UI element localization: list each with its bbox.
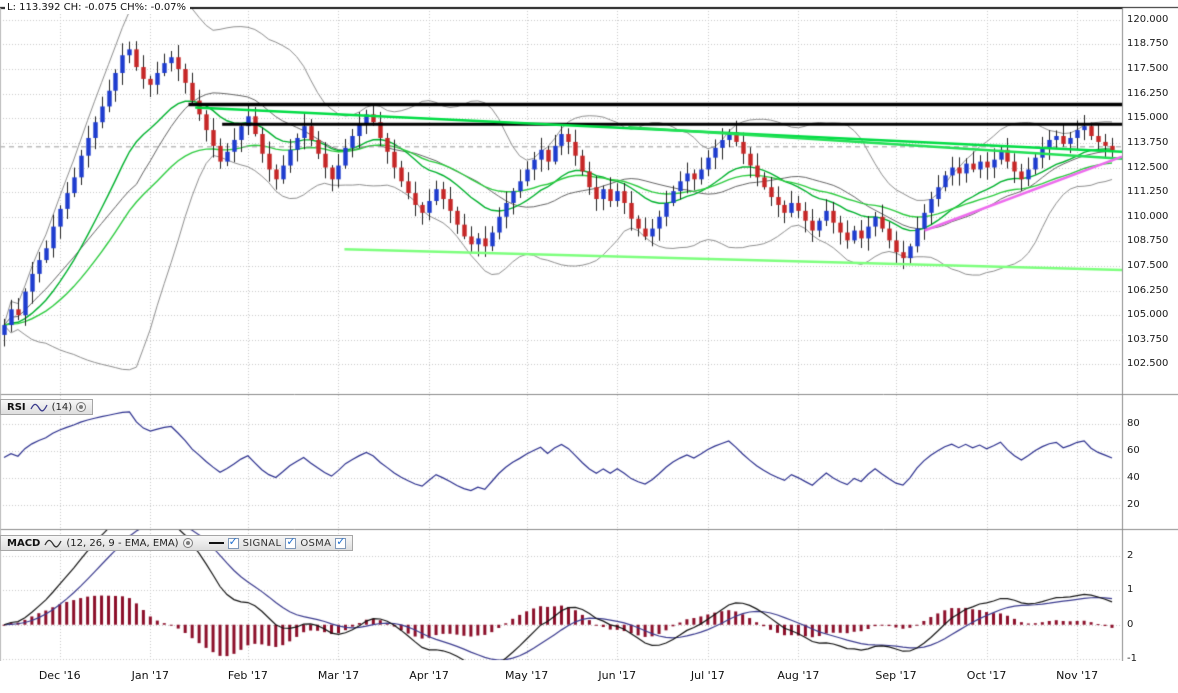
price-axis-tick: 106.250 (1127, 284, 1169, 296)
time-axis-label: Sep '17 (875, 669, 917, 682)
rsi-settings-icon[interactable] (76, 402, 87, 412)
macd-axis-tick: -1 (1127, 653, 1137, 665)
time-axis-label: Mar '17 (317, 669, 360, 682)
time-axis-label: Jun '17 (598, 669, 637, 682)
price-axis-tick: 111.250 (1127, 186, 1169, 198)
price-axis-tick: 116.250 (1127, 87, 1169, 99)
check-icon: ✓ (286, 534, 296, 548)
time-axis-label: Dec '16 (38, 669, 81, 682)
osma-label: OSMA (300, 537, 332, 549)
price-axis-tick: 113.750 (1127, 136, 1169, 148)
price-axis-tick: 107.500 (1127, 259, 1169, 271)
macd-legend: MACD (12, 26, 9 - EMA, EMA) ✓ SIGNAL ✓ O… (0, 534, 354, 551)
time-axis-label: Oct '17 (966, 669, 1007, 682)
macd-line-swatch-icon (44, 539, 62, 548)
time-axis-label: May '17 (505, 669, 549, 682)
price-axis-tick: 108.750 (1127, 235, 1169, 247)
macd-settings-icon[interactable] (182, 538, 193, 548)
macd-axis-tick: 2 (1127, 549, 1134, 561)
price-axis-tick: 120.000 (1127, 13, 1169, 25)
signal-label: SIGNAL (242, 537, 282, 549)
price-axis-tick: 118.750 (1127, 38, 1169, 50)
macd-axis-tick: 1 (1127, 584, 1134, 596)
time-axis-label: Aug '17 (777, 669, 820, 682)
check-icon: ✓ (228, 534, 238, 548)
macd-line-color-swatch (208, 542, 224, 544)
time-axis-label: Jan '17 (131, 669, 170, 682)
time-axis-label: Jul '17 (690, 669, 725, 682)
check-icon: ✓ (336, 534, 346, 548)
rsi-axis-tick: 20 (1127, 498, 1140, 510)
macd-line-checkbox[interactable]: ✓ (227, 534, 239, 549)
price-info-label: L: 113.392 CH: -0.075 CH%: -0.07% (5, 2, 191, 14)
time-axis[interactable]: Dec '16 Jan '17 Feb '17 Mar '17 Apr '17 May '… (0, 661, 1178, 693)
price-axis-tick: 112.500 (1127, 161, 1169, 173)
signal-checkbox[interactable]: ✓ (285, 534, 297, 549)
right-price-axis[interactable]: 120.000 118.750 117.500 116.250 115.000 113.7… (1122, 0, 1178, 665)
rsi-axis-tick: 80 (1127, 417, 1140, 429)
rsi-legend: RSI (14) (0, 399, 94, 415)
time-axis-label: Nov '17 (1056, 669, 1099, 682)
time-axis-label: Apr '17 (409, 669, 449, 682)
rsi-axis-tick: 40 (1127, 471, 1140, 483)
price-axis-tick: 103.750 (1127, 333, 1169, 345)
osma-checkbox[interactable]: ✓ (335, 534, 347, 549)
price-axis-tick: 105.000 (1127, 309, 1169, 321)
rsi-params: (14) (51, 401, 73, 413)
rsi-line-swatch-icon (30, 403, 48, 412)
price-axis-tick: 110.000 (1127, 210, 1169, 222)
rsi-axis-tick: 60 (1127, 444, 1140, 456)
macd-axis-tick: 0 (1127, 618, 1134, 630)
price-axis-tick: 115.000 (1127, 112, 1169, 124)
price-axis-tick: 102.500 (1127, 358, 1169, 370)
macd-title: MACD (7, 537, 41, 549)
macd-params: (12, 26, 9 - EMA, EMA) (66, 537, 179, 549)
time-axis-label: Feb '17 (227, 669, 268, 682)
price-axis-tick: 117.500 (1127, 63, 1169, 75)
rsi-title: RSI (7, 401, 26, 413)
